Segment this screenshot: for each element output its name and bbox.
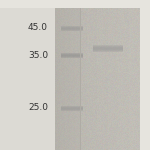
Text: 25.0: 25.0 (28, 103, 48, 112)
Text: 45.0: 45.0 (28, 24, 48, 33)
Text: 35.0: 35.0 (28, 51, 48, 60)
